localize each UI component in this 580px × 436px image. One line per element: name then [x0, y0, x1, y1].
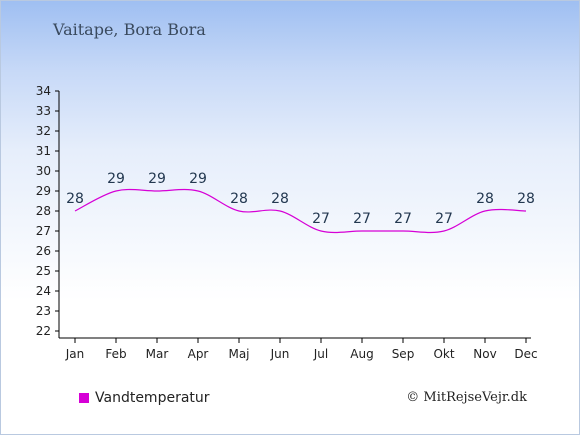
y-tick-label: 26: [36, 244, 51, 258]
x-tick-label: Dec: [514, 347, 537, 361]
data-label: 27: [435, 211, 453, 227]
x-tick-label: Mar: [146, 347, 169, 361]
data-label: 27: [312, 211, 330, 227]
data-labels: 28 29 29 29 28 28 27 27 27 27 28 28: [66, 171, 535, 227]
series-group: [74, 188, 527, 234]
legend: Vandtemperatur: [79, 390, 210, 406]
location-title: Vaitape, Bora Bora: [53, 20, 206, 39]
y-tick-label: 27: [36, 224, 51, 238]
y-tick-label: 25: [36, 264, 51, 278]
data-label: 27: [353, 211, 371, 227]
x-tick-label: Feb: [105, 347, 126, 361]
data-label: 29: [107, 171, 125, 187]
legend-label: Vandtemperatur: [95, 390, 210, 406]
x-tick-label: Aug: [350, 347, 373, 361]
chart-axes: [58, 91, 531, 339]
y-tick-label: 33: [36, 104, 51, 118]
x-tick-label: Okt: [433, 347, 454, 361]
y-axis-ticks: 22 23 24 25 26 27 28 29 30 31 32 33 34: [36, 84, 59, 338]
x-tick-label: Maj: [228, 347, 249, 361]
x-axis-ticks: Jan Feb Mar Apr Maj Jun Jul Aug Sep Okt Nov Dec: [65, 338, 538, 361]
x-tick-label: Jun: [270, 347, 290, 361]
data-label: 29: [148, 171, 166, 187]
y-tick-label: 30: [36, 164, 51, 178]
series-line-vandtemperatur: [74, 188, 527, 234]
y-tick-label: 22: [36, 324, 51, 338]
data-label: 28: [66, 191, 84, 207]
x-tick-label: Jul: [313, 347, 328, 361]
y-tick-label: 28: [36, 204, 51, 218]
y-tick-label: 32: [36, 124, 51, 138]
y-tick-label: 24: [36, 284, 51, 298]
data-label: 28: [230, 191, 248, 207]
y-tick-label: 31: [36, 144, 51, 158]
data-label: 29: [189, 171, 207, 187]
y-tick-label: 23: [36, 304, 51, 318]
data-label: 28: [476, 191, 494, 207]
legend-marker: [79, 393, 89, 403]
y-tick-label: 29: [36, 184, 51, 198]
x-tick-label: Nov: [473, 347, 496, 361]
x-tick-label: Sep: [392, 347, 415, 361]
x-tick-label: Jan: [65, 347, 85, 361]
copyright-notice: © MitRejseVejr.dk: [406, 390, 527, 405]
data-label: 28: [517, 191, 535, 207]
y-tick-label: 34: [36, 84, 51, 98]
x-tick-label: Apr: [188, 347, 209, 361]
data-label: 27: [394, 211, 412, 227]
data-label: 28: [271, 191, 289, 207]
